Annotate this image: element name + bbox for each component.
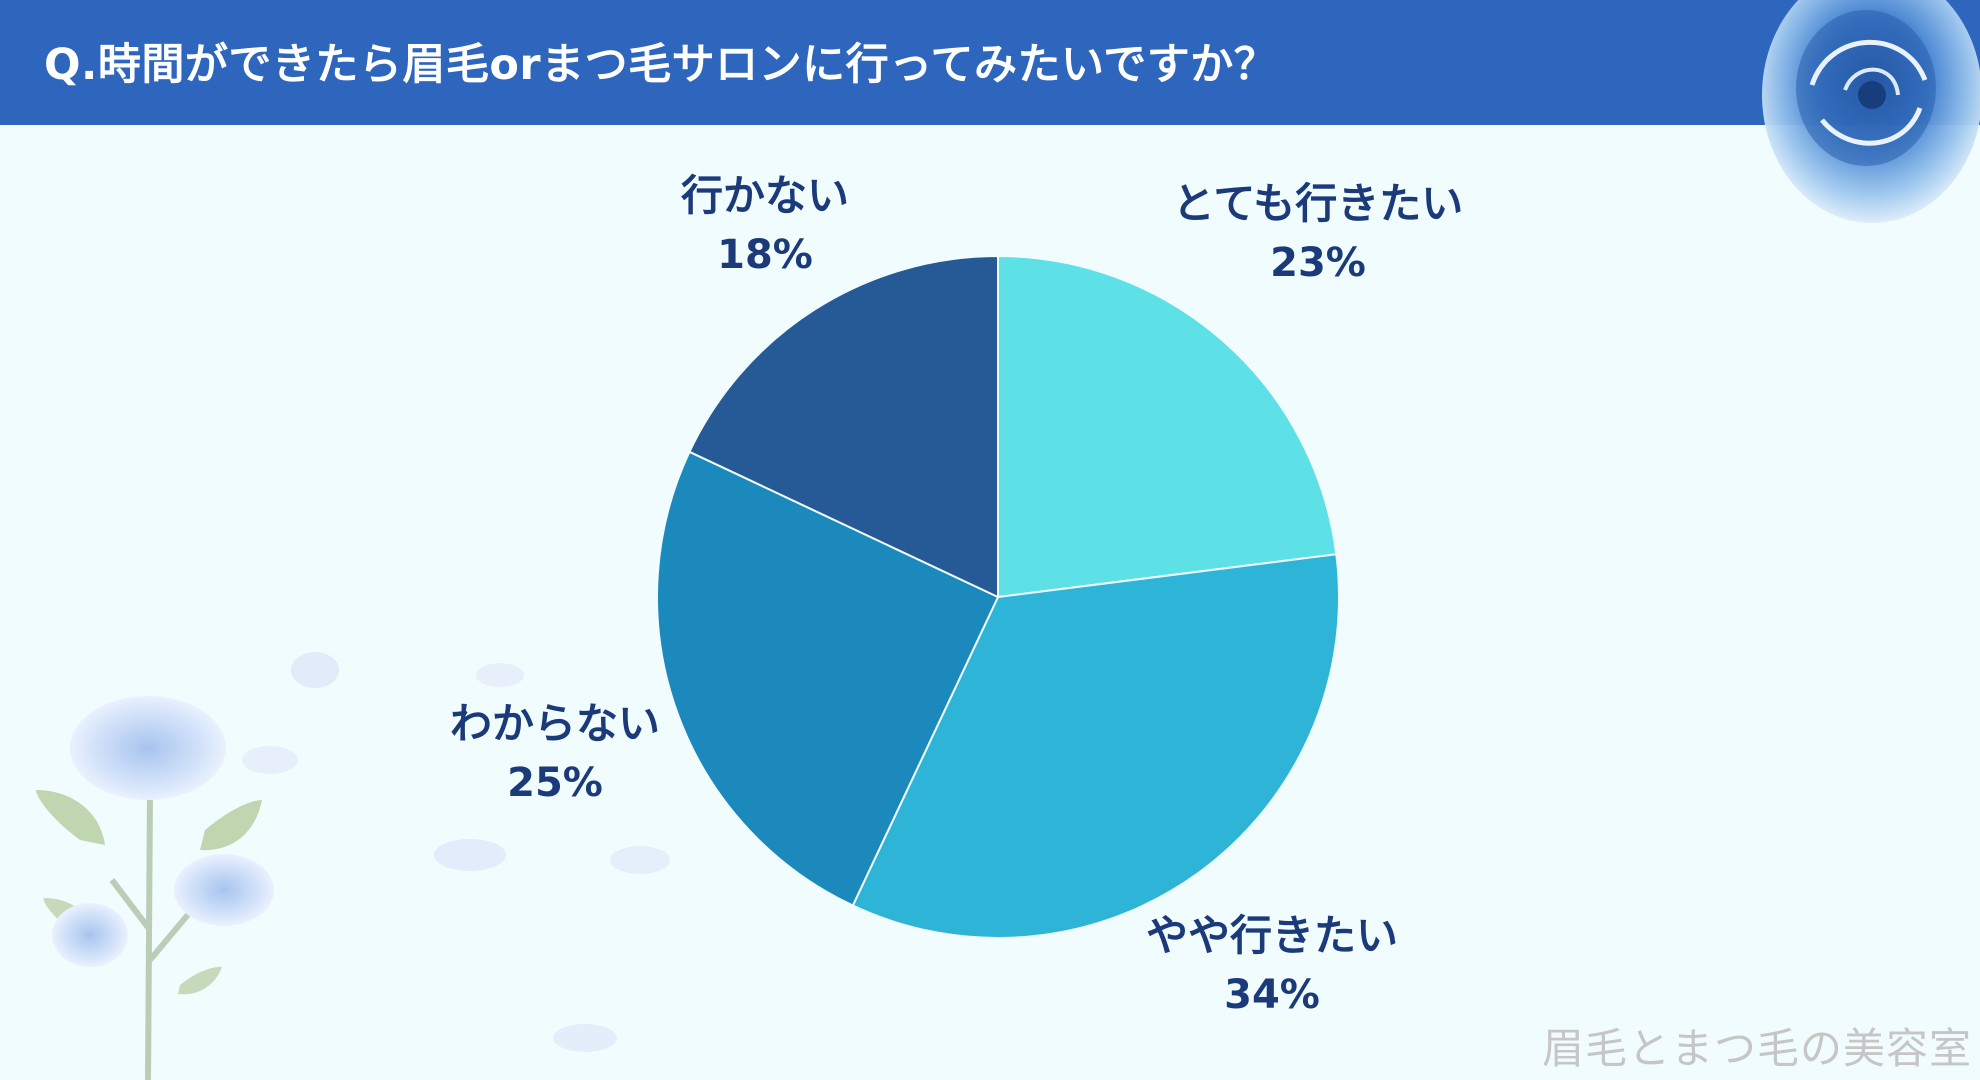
header-bar: Q.時間ができたら眉毛orまつ毛サロンに行ってみたいですか？	[0, 0, 1980, 125]
pie-slice	[851, 553, 1340, 939]
slice-value-label: 25%	[507, 760, 603, 806]
slice-value-label: 18%	[717, 232, 813, 278]
pie-slice-label: わからない 25%	[450, 699, 660, 806]
pie-slice	[997, 254, 1338, 599]
pie-slice	[656, 450, 1000, 907]
pie-slice-label: やや行きたい 34%	[1146, 911, 1398, 1018]
pie-slice-label: とても行きたい 23%	[1173, 179, 1464, 286]
watermark-text: 眉毛とまつ毛の美容室	[1541, 1024, 1972, 1073]
slice-category-label: とても行きたい	[1173, 179, 1464, 228]
slice-value-label: 34%	[1224, 972, 1320, 1018]
pie-slice-label: 行かない 18%	[681, 171, 849, 278]
slice-category-label: わからない	[450, 699, 660, 748]
slice-value-label: 23%	[1270, 240, 1366, 286]
pie-labels: とても行きたい 23% やや行きたい 34% わからない 25% 行かない 18%	[450, 171, 1463, 1018]
page-title: Q.時間ができたら眉毛orまつ毛サロンに行ってみたいですか？	[44, 40, 1278, 90]
pie-slices	[656, 254, 1340, 939]
slice-category-label: やや行きたい	[1146, 911, 1398, 960]
pie-slice	[688, 254, 999, 599]
slice-category-label: 行かない	[681, 171, 849, 220]
